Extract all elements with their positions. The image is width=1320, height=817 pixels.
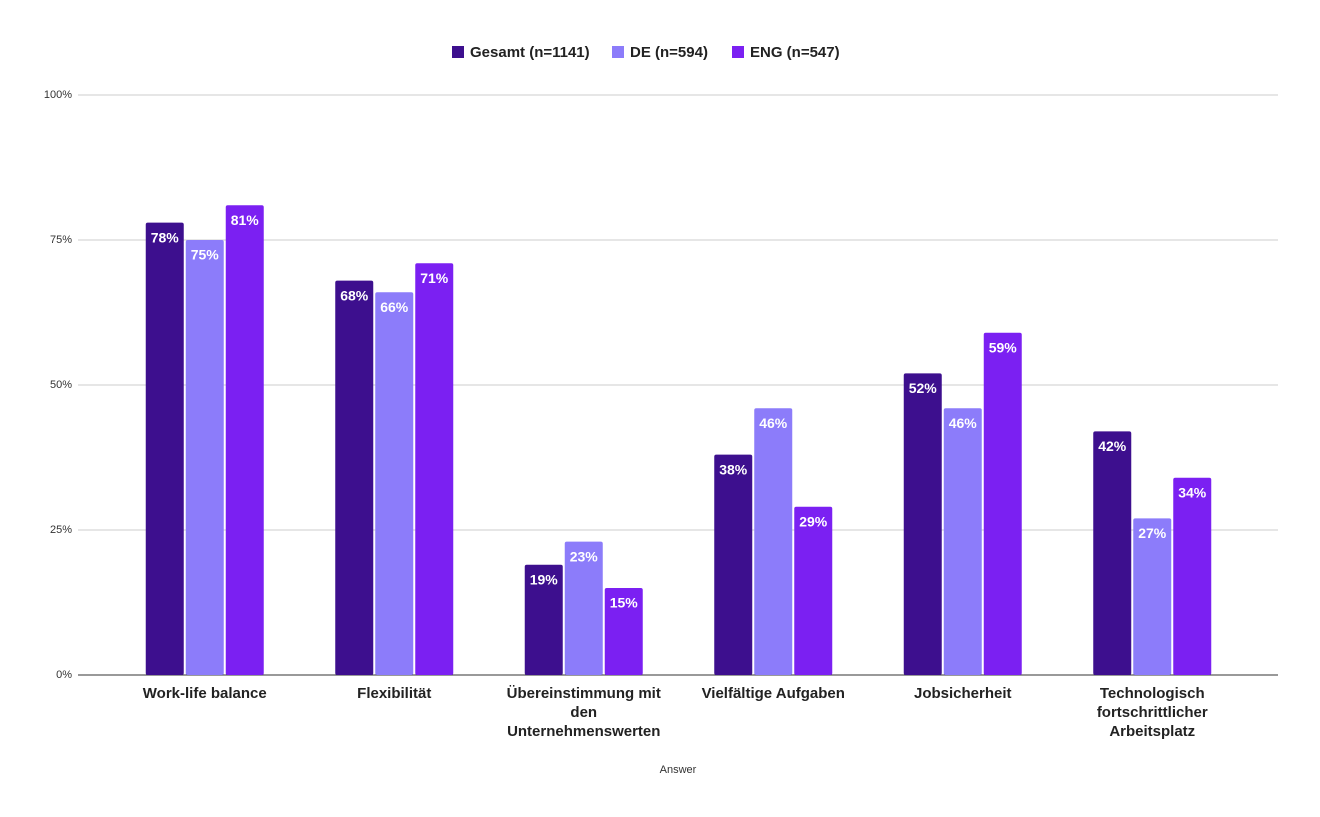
x-tick-label: Work-life balance <box>142 685 267 702</box>
x-tick-label: Technologisch fortschrittlicher Arbeitsp… <box>1096 685 1208 740</box>
bar <box>564 541 603 675</box>
value-label: 42% <box>1098 438 1127 454</box>
legend-label: ENG (n=547) <box>750 44 840 61</box>
value-label: 46% <box>949 415 978 431</box>
bar <box>145 222 184 675</box>
y-tick-label: 0% <box>56 669 72 681</box>
x-axis-title: Answer <box>660 764 697 776</box>
value-label: 29% <box>799 514 828 530</box>
value-label: 34% <box>1178 485 1207 501</box>
bar <box>375 292 414 675</box>
value-label: 38% <box>719 461 748 477</box>
bar <box>903 373 942 675</box>
bar <box>794 506 833 675</box>
value-label: 27% <box>1138 525 1167 541</box>
value-label: 81% <box>231 212 260 228</box>
legend-swatch <box>452 46 464 58</box>
bar <box>335 280 374 675</box>
bar <box>524 564 563 675</box>
bar <box>1093 431 1132 675</box>
y-tick-label: 50% <box>50 379 72 391</box>
legend-swatch <box>732 46 744 58</box>
bar <box>415 263 454 675</box>
bar <box>714 454 753 675</box>
value-label: 75% <box>191 247 220 263</box>
legend-label: DE (n=594) <box>630 44 708 61</box>
value-label: 23% <box>570 548 599 564</box>
value-label: 52% <box>909 380 938 396</box>
bar <box>1173 477 1212 675</box>
value-label: 68% <box>340 287 369 303</box>
bar <box>185 240 224 675</box>
value-label: 46% <box>759 415 788 431</box>
bar <box>604 588 643 675</box>
bar <box>983 332 1022 675</box>
y-tick-label: 100% <box>44 89 72 101</box>
value-label: 78% <box>151 229 180 245</box>
x-tick-label: Jobsicherheit <box>913 685 1012 702</box>
bar <box>225 205 264 675</box>
x-tick-label: Flexibilität <box>357 685 432 702</box>
value-label: 71% <box>420 270 449 286</box>
y-tick-label: 75% <box>50 234 72 246</box>
legend-swatch <box>612 46 624 58</box>
bar <box>754 408 793 675</box>
value-label: 15% <box>610 595 639 611</box>
value-label: 59% <box>989 340 1018 356</box>
x-tick-label: Übereinstimmung mit den Unternehmenswert… <box>506 685 661 740</box>
value-label: 66% <box>380 299 409 315</box>
legend-label: Gesamt (n=1141) <box>470 44 590 61</box>
bar <box>943 408 982 675</box>
value-label: 19% <box>530 572 559 588</box>
x-tick-label: Vielfältige Aufgaben <box>701 685 845 702</box>
y-tick-label: 25% <box>50 524 72 536</box>
bar <box>1133 518 1172 675</box>
